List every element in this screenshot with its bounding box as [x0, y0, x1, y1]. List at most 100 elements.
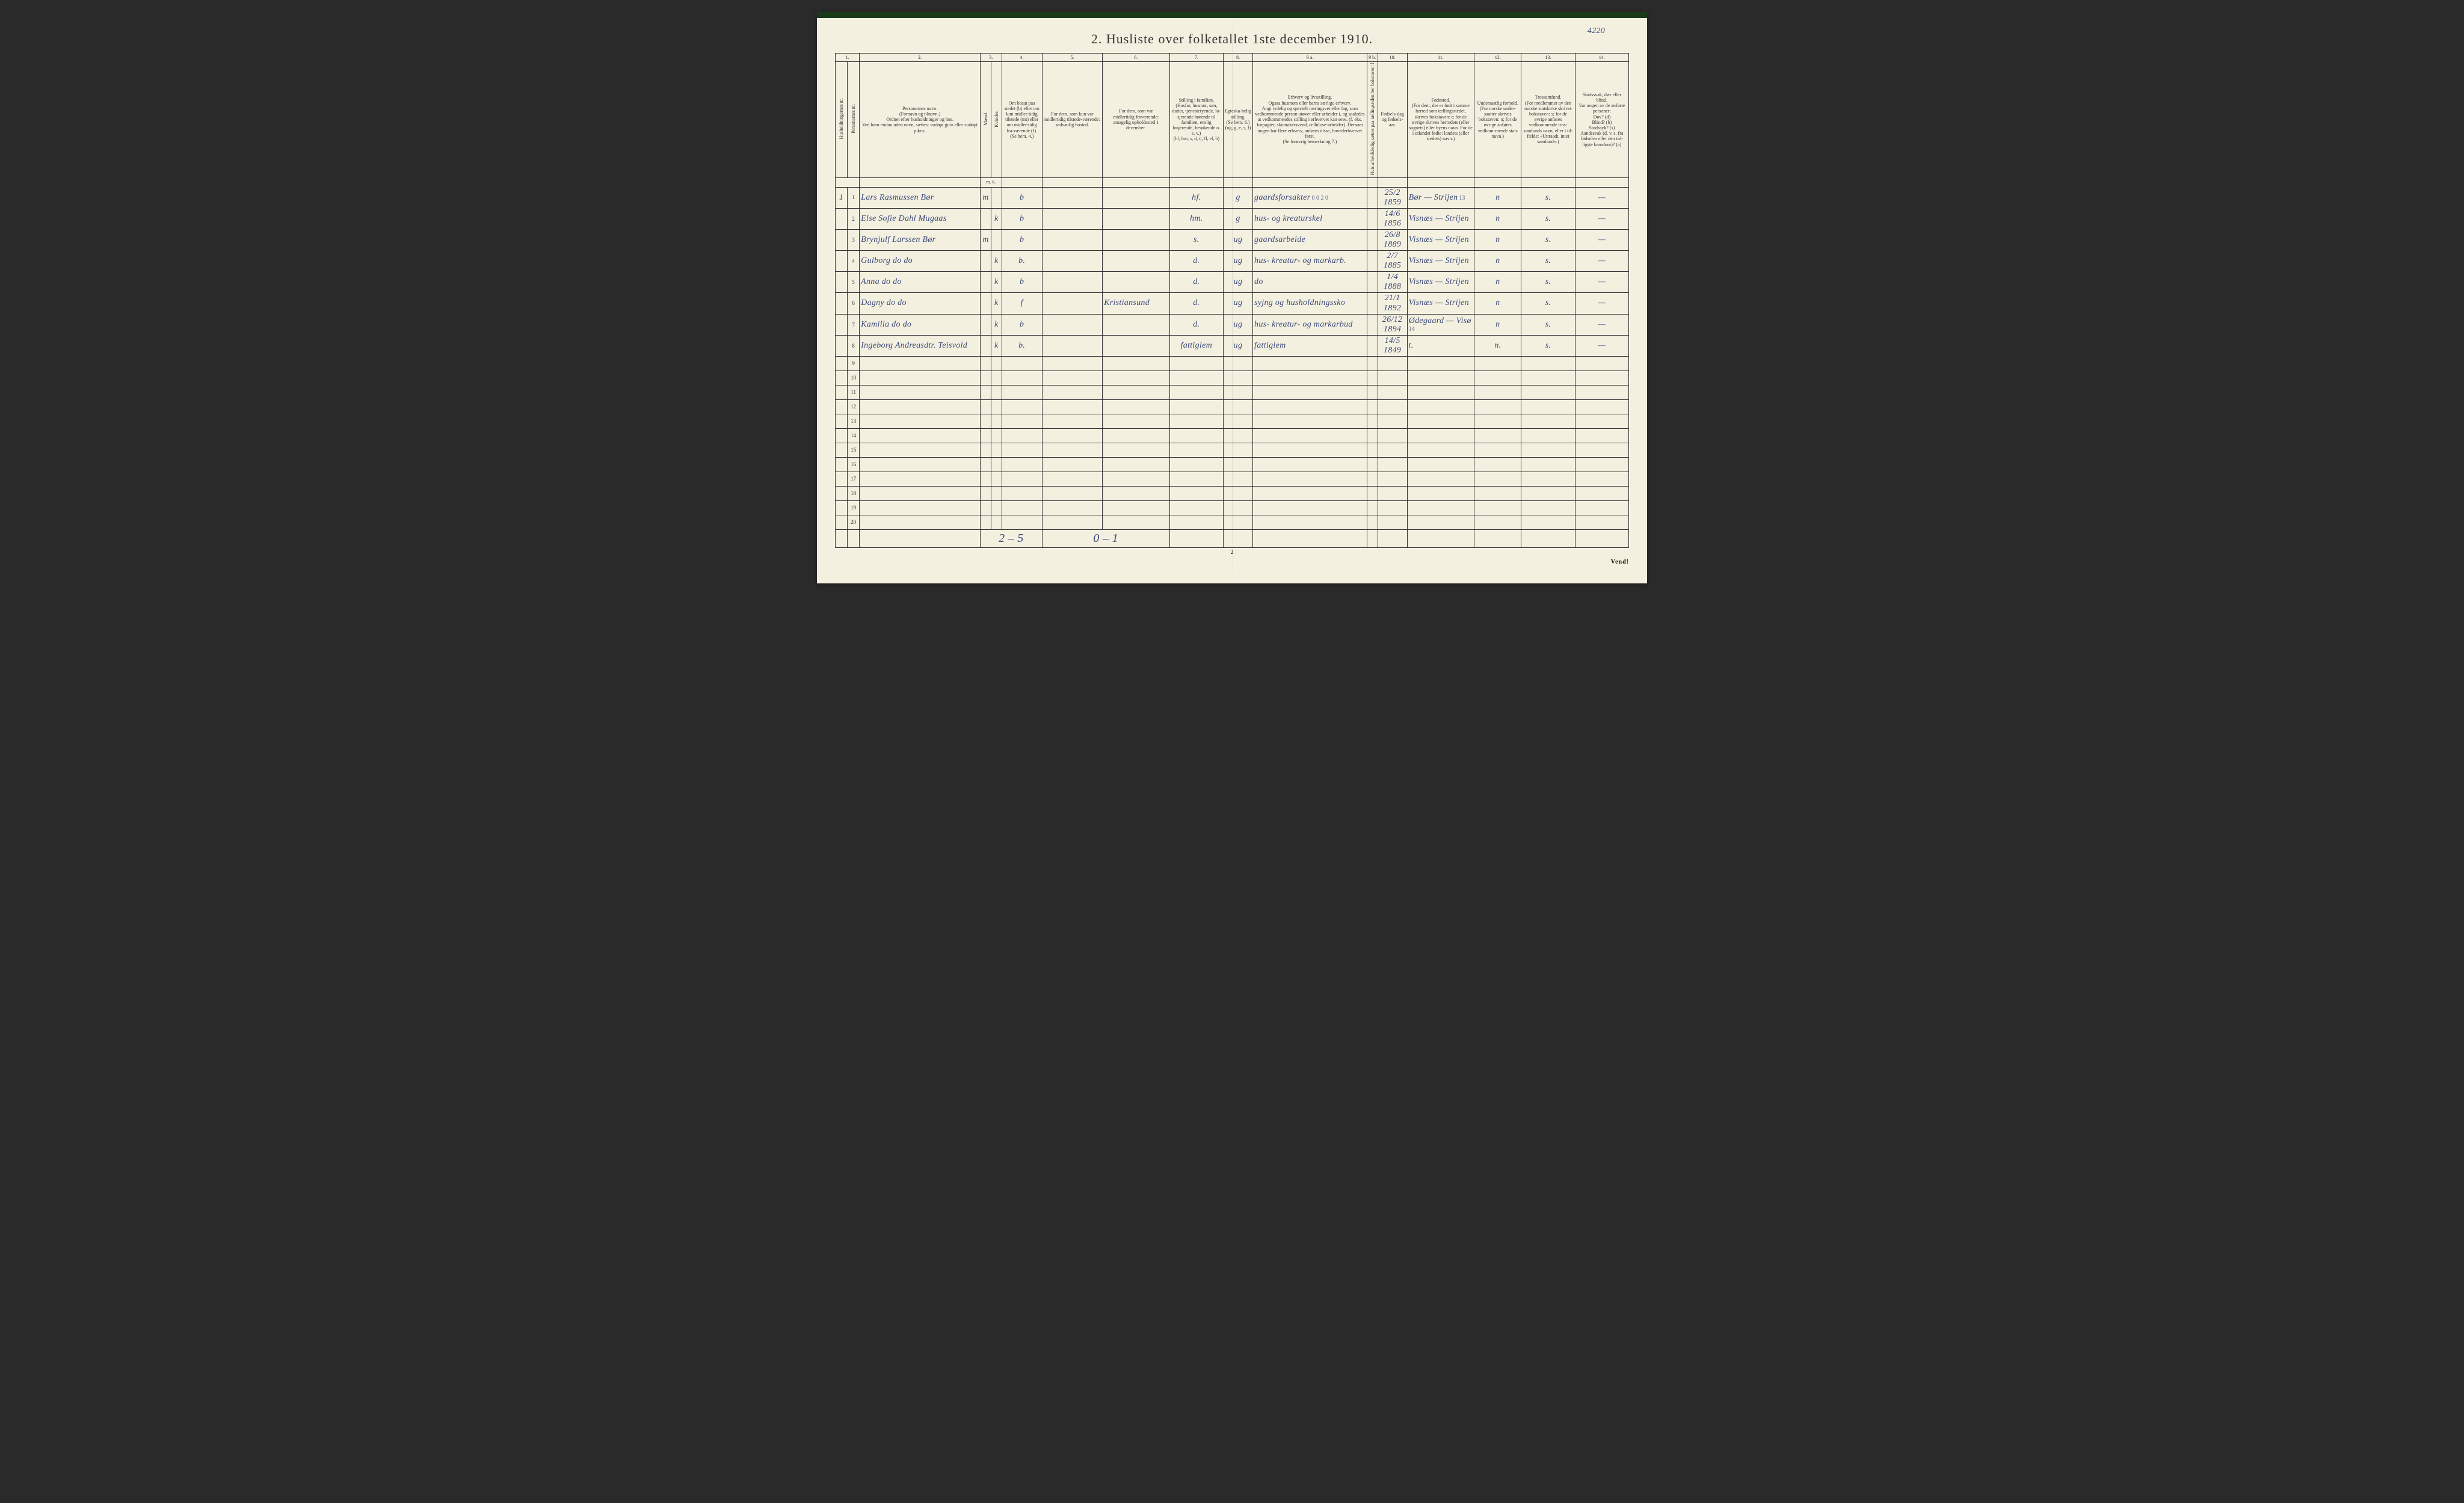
cell-empty	[1521, 429, 1575, 443]
cell-empty	[1042, 501, 1102, 515]
sub-blank-10	[1378, 177, 1407, 187]
colnum-14: 14.	[1575, 54, 1628, 62]
cell-dob: 21/1 1892	[1378, 293, 1407, 314]
hdr-religion: Trossamfund. (For medlemmer av den norsk…	[1521, 62, 1575, 178]
cell-empty	[1367, 472, 1378, 487]
cell-empty	[1474, 429, 1521, 443]
cell-household-nr	[836, 501, 848, 515]
cell-empty	[1575, 458, 1628, 472]
cell-empty	[1407, 515, 1474, 530]
cell-empty	[1253, 371, 1367, 386]
cell-religion: s.	[1521, 187, 1575, 208]
cell-empty	[1474, 472, 1521, 487]
cell-birthplace: Visnæs — Strijen	[1407, 272, 1474, 293]
cell-empty	[860, 458, 981, 472]
cell-empty	[1521, 458, 1575, 472]
cell-empty	[1223, 400, 1252, 414]
cell-empty	[1521, 501, 1575, 515]
colnum-13: 13.	[1521, 54, 1575, 62]
cell-empty	[991, 371, 1002, 386]
cell-empty	[1103, 357, 1170, 371]
colnum-3: 3.	[981, 54, 1002, 62]
cell-empty	[1002, 357, 1042, 371]
cell-empty	[1575, 501, 1628, 515]
cell-empty	[1253, 429, 1367, 443]
cell-empty	[1253, 400, 1367, 414]
cell-occupation: gaardsarbeide	[1253, 229, 1367, 250]
cell-religion: s.	[1521, 208, 1575, 229]
cell-name: Kamilla do do	[860, 314, 981, 335]
cell-empty	[1407, 357, 1474, 371]
cell-family-pos: hm.	[1169, 208, 1223, 229]
cell-empty	[1521, 400, 1575, 414]
cell-empty	[1042, 443, 1102, 458]
cell-temp-present	[1042, 314, 1102, 335]
hdr-temp-present: For dem, som kun var midlertidig tilsted…	[1042, 62, 1102, 178]
cell-empty	[1253, 458, 1367, 472]
cell-empty	[1367, 414, 1378, 429]
cell-empty	[1103, 487, 1170, 501]
cell-empty	[1042, 371, 1102, 386]
cell-temp-present	[1042, 272, 1102, 293]
cell-nationality: n	[1474, 229, 1521, 250]
cell-marital: ug	[1223, 229, 1252, 250]
cell-empty	[1378, 443, 1407, 458]
cell-household-nr: 1	[836, 187, 848, 208]
cell-empty	[981, 443, 991, 458]
cell-household-nr	[836, 357, 848, 371]
cell-sex-k	[991, 187, 1002, 208]
cell-empty	[1474, 400, 1521, 414]
cell-temp-absent	[1103, 187, 1170, 208]
cell-household-nr	[836, 272, 848, 293]
cell-residence: f	[1002, 293, 1042, 314]
cell-empty	[991, 414, 1002, 429]
cell-temp-present	[1042, 293, 1102, 314]
cell-empty	[1521, 386, 1575, 400]
cell-empty	[1407, 472, 1474, 487]
cell-person-nr: 19	[848, 501, 860, 515]
cell-empty	[981, 515, 991, 530]
cell-empty	[981, 501, 991, 515]
cell-empty	[981, 371, 991, 386]
cell-person-nr: 5	[848, 272, 860, 293]
footer-sum-right: 0 – 1	[1042, 530, 1169, 548]
cell-empty	[1103, 414, 1170, 429]
cell-empty	[1103, 501, 1170, 515]
cell-empty	[1103, 371, 1170, 386]
cell-birthplace: Bør — Strijen 13	[1407, 187, 1474, 208]
cell-empty	[1253, 443, 1367, 458]
cell-empty	[1042, 414, 1102, 429]
cell-empty	[1169, 501, 1223, 515]
sub-blank-2	[860, 177, 981, 187]
cell-empty	[1521, 443, 1575, 458]
handwritten-corner-number: 4220	[1588, 26, 1605, 36]
cell-residence: b.	[1002, 335, 1042, 356]
cell-person-nr: 7	[848, 314, 860, 335]
cell-person-nr: 20	[848, 515, 860, 530]
cell-empty	[1169, 487, 1223, 501]
hdr-residence: Om bosat paa stedet (b) eller om kun mid…	[1002, 62, 1042, 178]
colnum-9b: 9 b.	[1367, 54, 1378, 62]
f-blank	[1169, 530, 1223, 548]
sub-blank-9b	[1367, 177, 1378, 187]
cell-empty	[1378, 386, 1407, 400]
cell-occupation: hus- kreatur- og markarb.	[1253, 251, 1367, 272]
cell-empty	[1002, 371, 1042, 386]
cell-empty	[991, 501, 1002, 515]
cell-empty	[991, 429, 1002, 443]
cell-unemployed	[1367, 251, 1378, 272]
cell-empty	[1223, 487, 1252, 501]
cell-residence: b	[1002, 314, 1042, 335]
cell-empty	[1378, 515, 1407, 530]
cell-empty	[981, 386, 991, 400]
cell-temp-present	[1042, 335, 1102, 356]
cell-empty	[1253, 515, 1367, 530]
cell-empty	[1223, 386, 1252, 400]
cell-family-pos: hf.	[1169, 187, 1223, 208]
cell-temp-absent	[1103, 251, 1170, 272]
footer-sum-left: 2 – 5	[981, 530, 1043, 548]
cell-unemployed	[1367, 272, 1378, 293]
cell-empty	[1103, 386, 1170, 400]
sub-blank-12	[1474, 177, 1521, 187]
cell-empty	[1042, 357, 1102, 371]
